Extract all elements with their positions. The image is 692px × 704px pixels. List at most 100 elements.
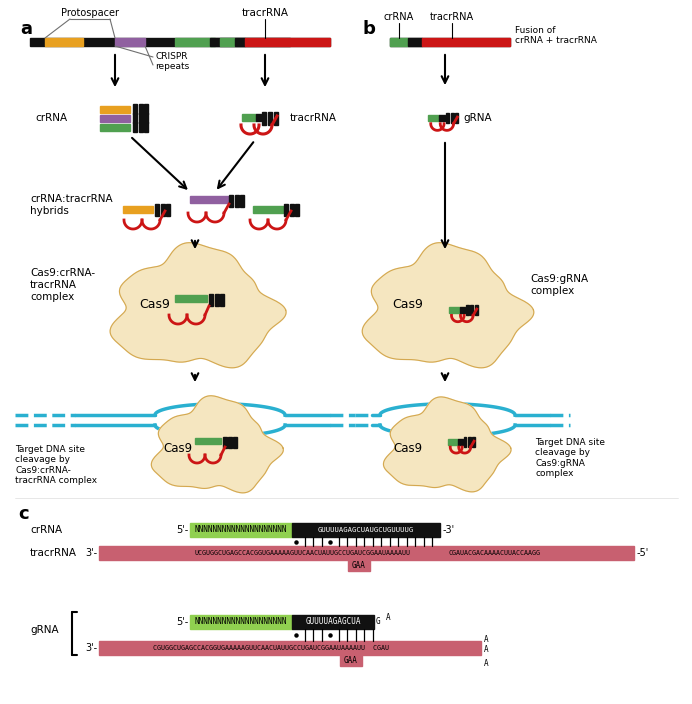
- Text: Target DNA site
cleavage by
Cas9:gRNA
complex: Target DNA site cleavage by Cas9:gRNA co…: [535, 438, 605, 478]
- Bar: [475, 305, 477, 315]
- Bar: [138, 104, 143, 114]
- Bar: [235, 38, 245, 46]
- Bar: [175, 295, 207, 302]
- Text: CRISPR
repeats: CRISPR repeats: [155, 52, 189, 71]
- Text: -5': -5': [637, 548, 649, 558]
- Bar: [428, 115, 439, 121]
- Text: GUUUUAGAGCUA: GUUUUAGAGCUA: [305, 617, 361, 627]
- Bar: [242, 114, 256, 121]
- Text: Cas9: Cas9: [394, 441, 423, 455]
- Text: Cas9: Cas9: [392, 298, 424, 311]
- Bar: [99, 641, 481, 655]
- Bar: [284, 204, 288, 216]
- Text: tracrRNA: tracrRNA: [30, 548, 77, 558]
- Bar: [289, 204, 293, 216]
- Text: Target DNA site
cleavage by
Cas9:crRNA-
tracrRNA complex: Target DNA site cleavage by Cas9:crRNA- …: [15, 445, 97, 485]
- Text: Fusion of
crRNA + tracrRNA: Fusion of crRNA + tracrRNA: [515, 26, 597, 45]
- Bar: [133, 104, 137, 114]
- Text: A: A: [484, 636, 489, 644]
- Bar: [446, 113, 449, 123]
- Bar: [209, 294, 213, 306]
- Bar: [210, 38, 330, 46]
- Bar: [215, 294, 219, 306]
- Bar: [235, 195, 239, 207]
- Bar: [175, 38, 215, 46]
- Text: -3': -3': [443, 525, 455, 535]
- Text: gRNA: gRNA: [463, 113, 491, 123]
- Bar: [144, 104, 148, 114]
- Bar: [390, 38, 510, 46]
- Bar: [458, 439, 463, 445]
- Bar: [190, 523, 292, 537]
- Text: CGUGGCUGAGCCACGGUGAAAAAGUUCAACUAUUGCCUGAUCGGAAUAAAAUU  CGAU: CGUGGCUGAGCCACGGUGAAAAAGUUCAACUAUUGCCUGA…: [153, 645, 389, 651]
- Text: G: G: [376, 617, 381, 627]
- Bar: [450, 113, 453, 123]
- Text: c: c: [18, 505, 28, 523]
- Bar: [292, 615, 374, 629]
- Text: gRNA: gRNA: [30, 625, 59, 635]
- Bar: [245, 38, 330, 46]
- Bar: [138, 113, 143, 123]
- Bar: [115, 38, 145, 46]
- Bar: [274, 111, 277, 125]
- Bar: [123, 206, 153, 213]
- Bar: [455, 113, 458, 123]
- Bar: [448, 439, 458, 445]
- Polygon shape: [383, 397, 511, 492]
- Bar: [99, 546, 634, 560]
- Bar: [133, 122, 137, 132]
- Bar: [348, 560, 370, 571]
- Bar: [262, 111, 266, 125]
- Bar: [220, 38, 235, 46]
- Polygon shape: [362, 243, 534, 367]
- Polygon shape: [110, 243, 286, 367]
- Bar: [228, 437, 232, 448]
- Bar: [268, 111, 271, 125]
- Bar: [100, 123, 130, 130]
- Bar: [190, 196, 228, 203]
- Text: a: a: [20, 20, 32, 38]
- Bar: [220, 294, 224, 306]
- Text: 3'-: 3'-: [85, 548, 97, 558]
- Text: Cas9:gRNA
complex: Cas9:gRNA complex: [530, 274, 588, 296]
- Bar: [195, 438, 221, 444]
- Bar: [144, 122, 148, 132]
- Bar: [439, 115, 445, 121]
- Bar: [240, 195, 244, 207]
- Text: 5'-: 5'-: [176, 525, 188, 535]
- Bar: [256, 114, 261, 121]
- Bar: [473, 437, 475, 446]
- Text: crRNA: crRNA: [30, 525, 62, 535]
- Bar: [166, 204, 170, 216]
- Polygon shape: [152, 396, 283, 493]
- Text: Cas9: Cas9: [140, 298, 170, 311]
- Text: GAA: GAA: [344, 656, 358, 665]
- Text: UCGUGGCUGAGCCACGGUGAAAAAGUUCAACUAUUGCCUGAUCGGAAUAAAAUU: UCGUGGCUGAGCCACGGUGAAAAAGUUCAACUAUUGCCUG…: [194, 550, 410, 556]
- Bar: [233, 437, 237, 448]
- Bar: [30, 38, 290, 46]
- Bar: [459, 307, 465, 313]
- Text: GAA: GAA: [352, 561, 366, 570]
- Text: tracrRNA: tracrRNA: [242, 8, 289, 18]
- Text: A: A: [484, 660, 489, 669]
- Bar: [45, 38, 83, 46]
- Text: A: A: [386, 612, 390, 622]
- Bar: [464, 437, 466, 446]
- Bar: [155, 204, 159, 216]
- Bar: [449, 307, 459, 313]
- Text: Cas9: Cas9: [163, 441, 192, 455]
- Text: 3'-: 3'-: [85, 643, 97, 653]
- Bar: [138, 122, 143, 132]
- Bar: [295, 204, 299, 216]
- Bar: [253, 206, 283, 213]
- Text: b: b: [362, 20, 375, 38]
- Text: A: A: [484, 646, 489, 655]
- Bar: [229, 195, 233, 207]
- Bar: [100, 106, 130, 113]
- Text: CGAUACGACAAAACUUACCAAGG: CGAUACGACAAAACUUACCAAGG: [449, 550, 541, 556]
- Bar: [422, 38, 510, 46]
- Bar: [161, 204, 165, 216]
- Text: NNNNNNNNNNNNNNNNNNNN: NNNNNNNNNNNNNNNNNNNN: [194, 525, 287, 534]
- Text: GUUUUAGAGCUAUGCUGUUUUG: GUUUUAGAGCUAUGCUGUUUUG: [318, 527, 414, 533]
- Text: NNNNNNNNNNNNNNNNNNNN: NNNNNNNNNNNNNNNNNNNN: [194, 617, 287, 627]
